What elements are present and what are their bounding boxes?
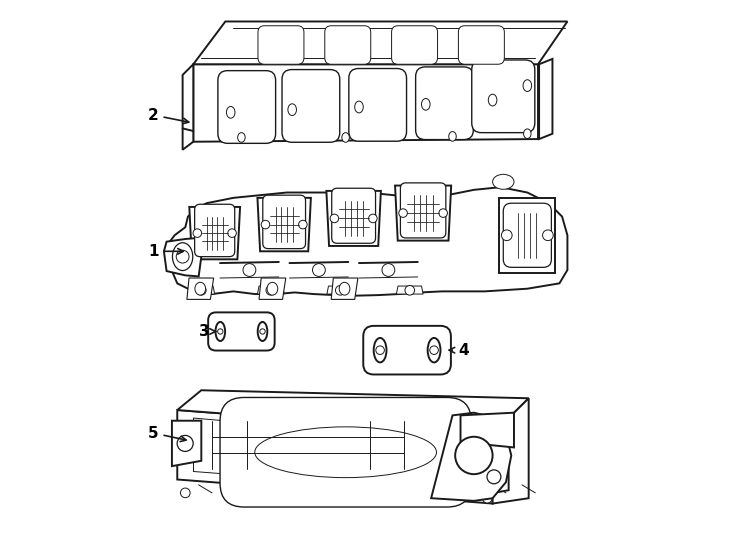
Ellipse shape <box>339 282 350 295</box>
FancyBboxPatch shape <box>472 60 535 133</box>
Polygon shape <box>178 390 528 434</box>
Ellipse shape <box>216 322 225 341</box>
Polygon shape <box>172 421 201 466</box>
Polygon shape <box>167 187 567 296</box>
Circle shape <box>228 229 236 238</box>
FancyBboxPatch shape <box>391 26 437 64</box>
Ellipse shape <box>523 129 531 139</box>
Ellipse shape <box>355 101 363 113</box>
Circle shape <box>243 264 256 276</box>
FancyBboxPatch shape <box>258 26 304 64</box>
Polygon shape <box>178 410 493 504</box>
Circle shape <box>260 329 265 334</box>
Ellipse shape <box>523 80 531 91</box>
Circle shape <box>487 470 501 484</box>
Polygon shape <box>164 238 201 276</box>
Ellipse shape <box>288 104 297 116</box>
FancyBboxPatch shape <box>459 26 504 64</box>
Circle shape <box>193 229 202 238</box>
Polygon shape <box>193 22 567 64</box>
Ellipse shape <box>493 174 514 190</box>
Circle shape <box>382 264 395 276</box>
Polygon shape <box>258 286 284 294</box>
FancyBboxPatch shape <box>401 183 446 238</box>
Circle shape <box>261 220 269 229</box>
FancyBboxPatch shape <box>349 69 407 141</box>
Polygon shape <box>493 399 528 504</box>
Polygon shape <box>327 286 354 294</box>
Circle shape <box>335 286 345 295</box>
Circle shape <box>368 214 377 222</box>
Ellipse shape <box>258 322 267 341</box>
Circle shape <box>177 435 193 451</box>
Circle shape <box>176 250 189 263</box>
Circle shape <box>430 346 438 354</box>
FancyBboxPatch shape <box>195 204 235 256</box>
FancyBboxPatch shape <box>332 188 376 244</box>
Polygon shape <box>395 186 451 241</box>
Polygon shape <box>188 286 214 294</box>
Circle shape <box>330 214 338 222</box>
Text: 2: 2 <box>148 107 189 124</box>
Circle shape <box>482 494 492 503</box>
Ellipse shape <box>428 338 440 362</box>
Polygon shape <box>539 59 553 139</box>
Polygon shape <box>193 64 538 141</box>
FancyBboxPatch shape <box>415 67 473 140</box>
Circle shape <box>542 230 553 241</box>
Polygon shape <box>258 198 311 251</box>
Polygon shape <box>327 191 381 246</box>
Polygon shape <box>396 286 423 294</box>
Circle shape <box>313 264 325 276</box>
Polygon shape <box>189 207 240 259</box>
FancyBboxPatch shape <box>218 71 275 143</box>
Circle shape <box>266 286 275 295</box>
Circle shape <box>501 230 512 241</box>
Circle shape <box>439 209 448 218</box>
Ellipse shape <box>172 243 193 271</box>
Circle shape <box>399 209 407 218</box>
Text: 1: 1 <box>148 244 184 259</box>
Polygon shape <box>431 413 512 501</box>
Ellipse shape <box>238 133 245 142</box>
Ellipse shape <box>488 94 497 106</box>
Ellipse shape <box>227 106 235 118</box>
FancyBboxPatch shape <box>282 70 340 142</box>
Polygon shape <box>499 198 556 273</box>
Ellipse shape <box>374 338 387 362</box>
Polygon shape <box>183 64 193 150</box>
FancyBboxPatch shape <box>504 203 551 267</box>
Ellipse shape <box>448 132 457 141</box>
Ellipse shape <box>255 427 437 478</box>
FancyBboxPatch shape <box>263 195 305 248</box>
Polygon shape <box>331 278 358 299</box>
Ellipse shape <box>195 282 206 295</box>
Polygon shape <box>460 413 514 448</box>
Circle shape <box>181 488 190 498</box>
Circle shape <box>299 220 307 229</box>
FancyBboxPatch shape <box>363 326 451 374</box>
Circle shape <box>376 346 385 354</box>
FancyBboxPatch shape <box>324 26 371 64</box>
Text: 4: 4 <box>449 343 468 357</box>
Circle shape <box>217 329 223 334</box>
Text: 5: 5 <box>148 426 186 442</box>
Ellipse shape <box>421 98 430 110</box>
Ellipse shape <box>342 133 349 142</box>
FancyBboxPatch shape <box>220 397 471 507</box>
Ellipse shape <box>267 282 277 295</box>
Polygon shape <box>187 278 214 299</box>
FancyBboxPatch shape <box>208 312 275 350</box>
Circle shape <box>197 286 206 295</box>
Circle shape <box>405 286 415 295</box>
Text: 3: 3 <box>199 324 216 339</box>
Circle shape <box>455 437 493 474</box>
Polygon shape <box>259 278 286 299</box>
Polygon shape <box>479 458 509 496</box>
Circle shape <box>480 419 500 438</box>
